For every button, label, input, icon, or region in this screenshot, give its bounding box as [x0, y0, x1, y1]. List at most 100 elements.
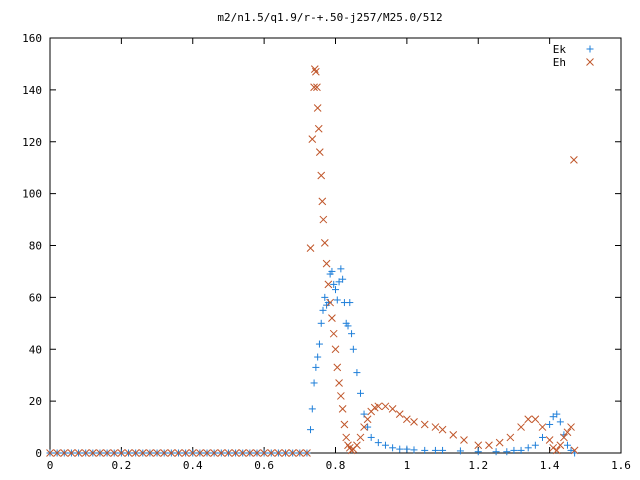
- chart-title: m2/n1.5/q1.9/r-+.50-j257/M25.0/512: [217, 11, 442, 24]
- point-ek: [319, 306, 327, 314]
- point-ek: [531, 441, 539, 449]
- x-tick-label: 0.4: [183, 459, 203, 472]
- point-ek: [389, 444, 397, 452]
- point-ek: [353, 369, 361, 377]
- x-tick-label: 1: [404, 459, 411, 472]
- point-eh: [224, 449, 233, 457]
- point-ek: [538, 433, 546, 441]
- point-ek: [348, 330, 356, 338]
- y-tick-label: 60: [29, 291, 42, 304]
- series-ek: [46, 265, 579, 457]
- point-eh: [560, 433, 568, 442]
- y-tick-label: 20: [29, 395, 42, 408]
- x-tick-label: 1.2: [468, 459, 488, 472]
- point-eh: [217, 449, 226, 457]
- point-eh: [260, 449, 268, 457]
- point-eh: [103, 449, 111, 457]
- y-tick-label: 140: [22, 84, 42, 97]
- point-ek: [403, 445, 411, 453]
- point-eh: [306, 244, 315, 252]
- point-eh: [342, 433, 351, 442]
- point-eh: [310, 65, 319, 73]
- point-eh: [485, 441, 493, 450]
- point-eh: [570, 446, 579, 455]
- point-ek: [314, 353, 322, 361]
- point-eh: [153, 449, 161, 457]
- point-ek: [517, 446, 525, 454]
- point-ek: [439, 446, 447, 454]
- x-tick-label: 0.8: [326, 459, 346, 472]
- point-eh: [531, 415, 540, 424]
- point-eh: [388, 405, 397, 413]
- point-eh: [395, 410, 404, 418]
- point-eh: [318, 197, 327, 206]
- x-tick-label: 1.6: [611, 459, 631, 472]
- point-eh: [303, 449, 311, 457]
- point-eh: [124, 449, 133, 457]
- point-eh: [374, 402, 383, 411]
- point-ek: [344, 322, 352, 330]
- point-eh: [336, 392, 345, 400]
- point-eh: [245, 449, 254, 457]
- point-eh: [324, 280, 333, 289]
- point-ek: [410, 446, 418, 454]
- point-eh: [174, 449, 183, 457]
- point-eh: [295, 449, 304, 457]
- point-eh: [167, 449, 176, 457]
- point-eh: [326, 298, 335, 307]
- point-eh: [60, 449, 69, 457]
- point-ek: [339, 275, 347, 283]
- point-eh: [495, 438, 504, 447]
- point-eh: [549, 443, 558, 452]
- point-ek: [367, 433, 375, 441]
- point-eh: [322, 259, 331, 268]
- point-eh: [506, 433, 515, 442]
- point-ek: [321, 293, 329, 301]
- y-tick-label: 100: [22, 188, 42, 201]
- point-ek: [553, 410, 561, 418]
- point-eh: [281, 449, 290, 457]
- x-tick-label: 0.6: [254, 459, 274, 472]
- point-eh: [110, 449, 119, 457]
- point-ek: [364, 423, 372, 431]
- point-eh: [333, 363, 342, 372]
- point-ek: [315, 340, 323, 348]
- point-eh: [552, 446, 561, 455]
- legend-marker-ek: [586, 45, 594, 53]
- point-eh: [570, 156, 578, 164]
- legend-label-eh: Eh: [553, 56, 566, 69]
- point-ek: [335, 278, 343, 286]
- point-ek: [330, 280, 338, 288]
- point-eh: [360, 423, 368, 431]
- x-tick-label: 1.4: [540, 459, 560, 472]
- point-eh: [67, 449, 76, 457]
- point-eh: [131, 449, 140, 457]
- point-eh: [403, 415, 411, 424]
- point-eh: [253, 449, 261, 457]
- point-eh: [329, 329, 338, 338]
- point-ek: [503, 448, 511, 456]
- point-ek: [346, 299, 354, 307]
- point-eh: [188, 449, 197, 457]
- point-eh: [438, 425, 447, 434]
- point-eh: [320, 239, 329, 247]
- point-ek: [546, 420, 554, 428]
- point-ek: [421, 446, 429, 454]
- point-eh: [196, 449, 204, 457]
- point-eh: [319, 215, 328, 224]
- point-eh: [524, 415, 533, 424]
- point-eh: [238, 449, 247, 457]
- point-ek: [549, 413, 557, 421]
- y-tick-label: 120: [22, 136, 42, 149]
- legend-marker-eh: [586, 58, 594, 66]
- point-eh: [210, 449, 219, 457]
- point-ek: [328, 267, 336, 275]
- series-layer: [46, 65, 579, 457]
- point-ek: [396, 445, 404, 453]
- point-ek: [337, 265, 345, 273]
- point-eh: [310, 83, 318, 92]
- point-ek: [317, 319, 325, 327]
- point-ek: [563, 441, 571, 449]
